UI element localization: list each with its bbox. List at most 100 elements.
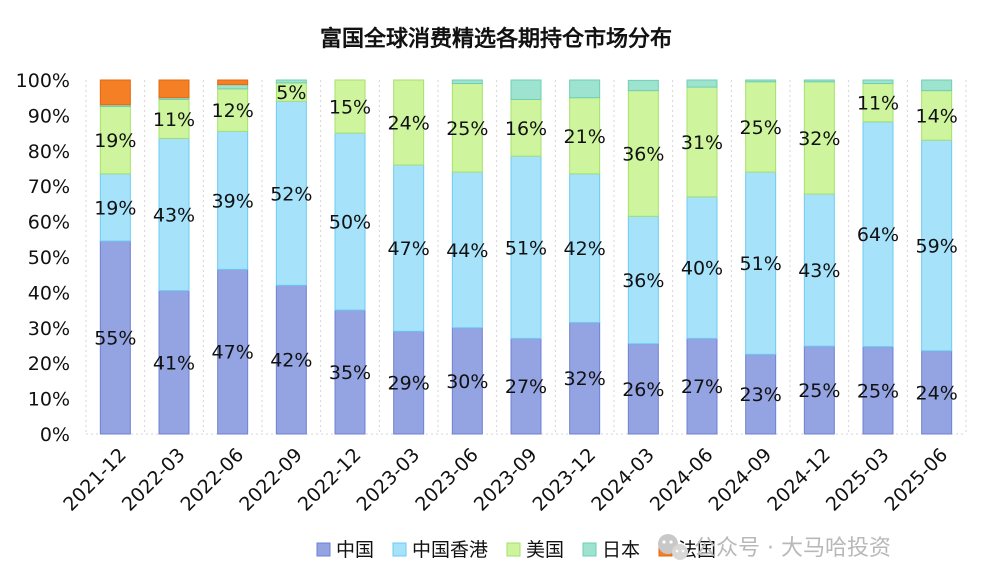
bar-segment-1 — [275, 100, 307, 286]
bar-stack-2022-06: 47% 39% 12% — [212, 79, 254, 435]
x-tick-label: 2025-03 — [822, 444, 894, 516]
data-label: 55% — [94, 328, 136, 350]
bar-segment-2 — [803, 81, 835, 195]
bar-segment-0 — [275, 284, 307, 435]
bar-segment-3 — [921, 79, 953, 92]
bar-stack-2024-06: 27% 40% 31% — [681, 79, 723, 435]
legend-item-0: 中国 — [316, 539, 374, 561]
data-label: 11% — [857, 93, 899, 115]
bar-segment-0 — [569, 321, 601, 435]
x-tick-label: 2023-09 — [470, 444, 542, 516]
legend-item-2: 美国 — [506, 539, 564, 561]
y-axis: 0% 10% 20% 30% 40% 50% 60% 70% 80% 90% 100% — [16, 70, 967, 446]
legend-swatch — [392, 542, 407, 557]
data-label: 59% — [916, 235, 958, 257]
data-label: 25% — [446, 118, 488, 140]
legend: 中国 中国香港 美国 日本 法国 — [316, 539, 716, 561]
plot-area: 55% 19% 19% 41% 43% 11% 47% 39% 12% 42% 52% 5% 35% 50… — [94, 79, 958, 435]
data-label: 32% — [564, 368, 606, 390]
bar-segment-1 — [569, 173, 601, 323]
bar-segment-0 — [921, 350, 953, 435]
bar-stack-2024-09: 23% 51% 25% — [740, 79, 782, 435]
x-tick-label: 2022-12 — [294, 444, 366, 516]
bar-segment-2 — [745, 81, 777, 173]
bar-segment-2 — [510, 98, 542, 157]
watermark: 公众号 · 大马哈投资 — [658, 534, 891, 561]
bar-segment-1 — [158, 137, 190, 292]
bar-segment-1 — [217, 130, 249, 270]
wechat-icon — [658, 534, 688, 560]
legend-item-3: 日本 — [582, 539, 640, 561]
bar-stack-2024-03: 26% 36% 36% — [622, 79, 664, 435]
x-tick-label: 2021-12 — [59, 444, 131, 516]
data-label: 25% — [798, 380, 840, 402]
data-label: 26% — [622, 379, 664, 401]
bar-segment-3 — [217, 84, 249, 90]
y-tick-label: 90% — [28, 105, 70, 127]
bar-segment-1 — [745, 171, 777, 355]
legend-swatch — [582, 542, 597, 557]
data-label: 31% — [681, 132, 723, 154]
data-label: 16% — [505, 118, 547, 140]
legend-swatch — [316, 542, 331, 557]
x-axis: 2021-122022-032022-062022-092022-122023-… — [59, 444, 952, 516]
x-tick-label: 2022-06 — [177, 444, 249, 516]
data-label: 29% — [388, 373, 430, 395]
y-tick-label: 50% — [28, 247, 70, 269]
bar-segment-3 — [627, 79, 659, 92]
bar-segment-1 — [451, 171, 483, 329]
x-tick-label: 2024-03 — [587, 444, 659, 516]
data-label: 19% — [94, 197, 136, 219]
bar-segment-2 — [334, 79, 366, 134]
data-label: 42% — [270, 350, 312, 372]
x-tick-label: 2024-12 — [763, 444, 835, 516]
bar-stack-2023-06: 30% 44% 25% — [446, 79, 488, 435]
bar-stack-2024-12: 25% 43% 32% — [798, 79, 840, 435]
y-tick-label: 30% — [28, 318, 70, 340]
data-label: 47% — [212, 342, 254, 364]
bar-stack-2025-06: 24% 59% 14% — [916, 79, 958, 435]
y-tick-label: 80% — [28, 141, 70, 163]
bar-stack-2022-03: 41% 43% 11% — [153, 79, 195, 435]
legend-swatch — [506, 542, 521, 557]
data-label: 25% — [740, 117, 782, 139]
legend-label: 中国 — [336, 539, 374, 561]
data-label: 43% — [798, 260, 840, 282]
bar-segment-1 — [862, 121, 894, 348]
bar-segment-2 — [217, 88, 249, 132]
x-tick-label: 2024-09 — [705, 444, 777, 516]
x-tick-label: 2023-12 — [529, 444, 601, 516]
bar-segment-0 — [745, 353, 777, 435]
y-tick-label: 10% — [28, 389, 70, 411]
data-label: 23% — [740, 384, 782, 406]
bar-segment-0 — [803, 345, 835, 435]
data-label: 41% — [153, 352, 195, 374]
data-label: 14% — [916, 105, 958, 127]
data-label: 25% — [857, 380, 899, 402]
bar-stack-2022-12: 35% 50% 15% — [329, 79, 371, 435]
y-tick-label: 70% — [28, 176, 70, 198]
data-label: 24% — [916, 382, 958, 404]
y-tick-label: 100% — [16, 70, 70, 92]
bar-segment-1 — [627, 215, 659, 345]
bar-segment-4 — [217, 79, 249, 86]
bar-segment-3 — [862, 79, 894, 85]
bar-segment-2 — [627, 90, 659, 217]
data-label: 51% — [505, 237, 547, 259]
bar-segment-3 — [686, 79, 718, 88]
legend-label: 法国 — [678, 539, 716, 561]
bar-segment-3 — [451, 79, 483, 85]
y-tick-label: 40% — [28, 282, 70, 304]
data-label: 39% — [212, 190, 254, 212]
data-label: 19% — [94, 130, 136, 152]
data-label: 27% — [681, 376, 723, 398]
data-label: 52% — [270, 183, 312, 205]
x-tick-label: 2024-06 — [646, 444, 718, 516]
bar-segment-2 — [921, 90, 953, 141]
bar-segment-0 — [158, 290, 190, 435]
bar-segment-1 — [921, 139, 953, 352]
data-label: 51% — [740, 253, 782, 275]
data-label: 64% — [857, 224, 899, 246]
bar-segment-4 — [99, 79, 131, 106]
x-tick-label: 2022-09 — [235, 444, 307, 516]
